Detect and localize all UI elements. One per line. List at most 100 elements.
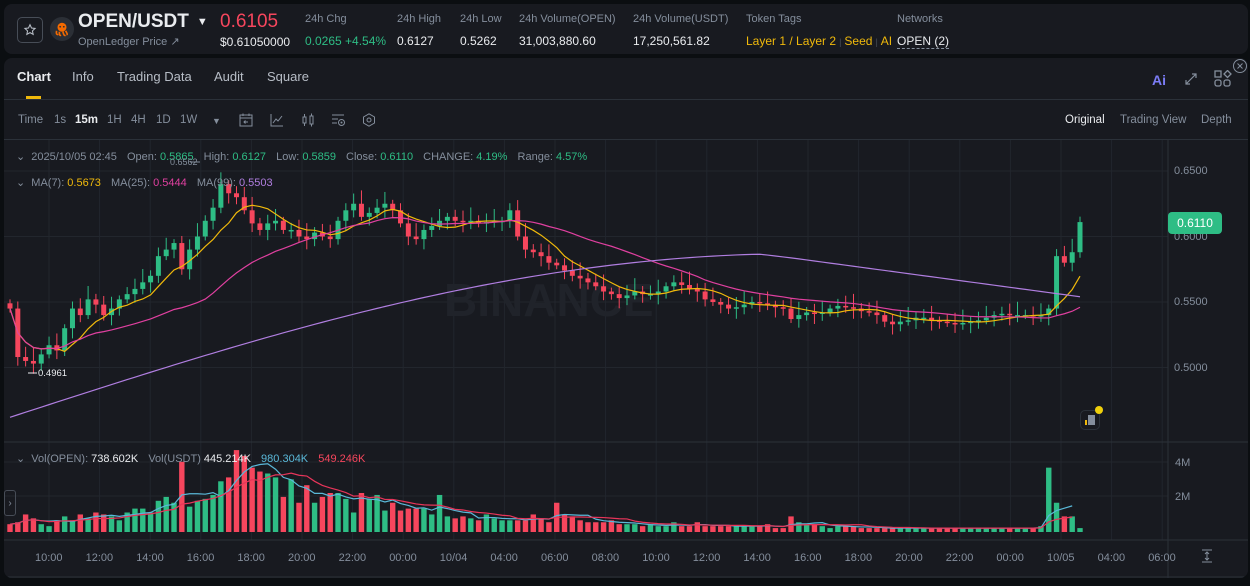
hexagon-gear-icon — [363, 113, 375, 127]
scroll-left-handle[interactable]: › — [4, 490, 16, 516]
chart-type-button[interactable] — [301, 113, 315, 127]
ma7-value: 0.5673 — [67, 177, 101, 189]
token-logo — [50, 17, 74, 41]
ma25-value: 0.5444 — [153, 177, 187, 189]
notification-dot — [1095, 406, 1103, 414]
candlestick-icon — [302, 113, 314, 127]
favorite-star-button[interactable] — [17, 17, 43, 43]
tab-square[interactable]: Square — [267, 69, 309, 84]
date-range-button[interactable] — [239, 113, 253, 127]
svg-text:BINANCE: BINANCE — [444, 274, 654, 326]
pair-selector[interactable]: OPEN/USDT ▼ — [78, 11, 208, 33]
stat-24h-volume-open: 24h Volume(OPEN) 31,003,880.60 — [519, 13, 616, 48]
interval-1s[interactable]: 1s — [54, 114, 67, 126]
time-tick: 10/05 — [1047, 552, 1075, 564]
close-icon — [1233, 59, 1247, 73]
volume-tick: 4M — [1175, 457, 1191, 469]
ma99-value: 0.5503 — [238, 177, 273, 189]
time-tick: 10/04 — [439, 552, 468, 564]
view-original[interactable]: Original — [1065, 114, 1105, 126]
more-intervals-dropdown[interactable]: ▼ — [212, 116, 221, 126]
settings-button[interactable] — [362, 113, 376, 127]
networks-value[interactable]: OPEN (2) — [897, 34, 950, 49]
layout-button[interactable] — [1214, 70, 1232, 88]
collapse-chevron-icon[interactable]: ⌄ — [16, 177, 26, 189]
view-depth[interactable]: Depth — [1201, 114, 1232, 126]
news-button[interactable] — [1080, 410, 1100, 430]
ma-legend: ⌄ MA(7): 0.5673 MA(25): 0.5444 MA(99): 0.55… — [16, 177, 273, 189]
indicators-button[interactable] — [270, 113, 284, 127]
caret-down-icon: ▼ — [196, 16, 208, 28]
time-tick: 16:00 — [794, 552, 822, 564]
chart-panel: Chart Info Trading Data Audit Square Ai … — [4, 58, 1248, 578]
range-value: 4.57% — [556, 151, 588, 163]
price-tick: 0.6000 — [1174, 231, 1208, 243]
time-tick: 10:00 — [35, 552, 63, 564]
tag-layer[interactable]: Layer 1 / Layer 2 — [746, 34, 837, 48]
stat-24h-change: 24h Chg 0.0265 +4.54% — [305, 13, 387, 48]
line-chart-icon — [270, 114, 283, 127]
tab-trading-data[interactable]: Trading Data — [117, 69, 192, 84]
chart-canvas[interactable]: BINANCE — [4, 140, 1248, 578]
view-trading-view[interactable]: Trading View — [1120, 114, 1187, 126]
current-price-tag: 0.6110 — [1168, 212, 1222, 234]
tag-ai[interactable]: AI — [880, 34, 893, 48]
networks: Networks OPEN (2) — [897, 13, 950, 49]
vertical-resize-icon — [1202, 549, 1212, 563]
time-tick: 22:00 — [338, 552, 367, 564]
time-tick: 06:00 — [1148, 552, 1176, 564]
time-tick: 00:00 — [389, 552, 417, 564]
ohlc-legend: ⌄ 2025/10/05 02:45 Open: 0.5865 High: 0.61… — [16, 151, 588, 163]
active-tab-indicator — [26, 96, 41, 99]
calendar-icon — [239, 113, 253, 127]
time-tick: 14:00 — [743, 552, 771, 564]
chart-settings-button[interactable] — [331, 113, 346, 127]
vol-ma1-value: 980.304K — [261, 453, 309, 465]
close-button[interactable] — [1232, 58, 1248, 74]
tab-chart[interactable]: Chart — [17, 69, 51, 84]
candle-datetime: 2025/10/05 02:45 — [31, 151, 117, 163]
volume-tick: 2M — [1175, 491, 1191, 503]
layout-grid-icon — [1214, 70, 1232, 87]
settings-list-icon — [332, 114, 345, 126]
pair-name: OPEN/USDT — [78, 11, 189, 32]
usd-price: $0.61050000 — [220, 35, 291, 49]
time-tick: 00:00 — [996, 552, 1024, 564]
collapse-chevron-icon[interactable]: ⌄ — [16, 453, 26, 465]
time-tick: 20:00 — [288, 552, 316, 564]
tab-info[interactable]: Info — [72, 69, 94, 84]
time-tick: 08:00 — [591, 552, 620, 564]
change-value: 4.19% — [476, 151, 508, 163]
interval-1d[interactable]: 1D — [156, 114, 171, 126]
interval-15m[interactable]: 15m — [75, 114, 99, 126]
stat-24h-high: 24h High 0.6127 — [397, 13, 442, 48]
auto-scale-button[interactable] — [1200, 548, 1214, 564]
time-tick: 04:00 — [1097, 552, 1126, 564]
expand-button[interactable] — [1184, 72, 1198, 86]
high-marker: 0.6562 — [170, 157, 198, 167]
high-value: 0.6127 — [232, 151, 267, 163]
newspaper-icon — [1085, 415, 1095, 425]
vol-usdt-value: 445.214K — [203, 453, 251, 465]
interval-1h[interactable]: 1H — [107, 114, 122, 126]
stat-24h-volume-usdt: 24h Volume(USDT) 17,250,561.82 — [633, 13, 729, 48]
interval-4h[interactable]: 4H — [131, 114, 146, 126]
interval-1w[interactable]: 1W — [180, 114, 198, 126]
time-tick: 04:00 — [490, 552, 518, 564]
token-price-link[interactable]: OpenLedger Price ↗ — [78, 36, 180, 48]
collapse-chevron-icon[interactable]: ⌄ — [16, 151, 26, 163]
chart-toolbar: Time 1s 15m 1H 4H 1D 1W ▼ Original Tradi… — [4, 100, 1248, 140]
last-price: 0.6105 — [220, 11, 279, 32]
tag-seed[interactable]: Seed — [844, 34, 873, 48]
vol-open-value: 738.602K — [91, 453, 139, 465]
star-icon — [23, 23, 37, 36]
time-tick: 18:00 — [844, 552, 873, 564]
vol-ma2-value: 549.246K — [318, 453, 366, 465]
ai-button[interactable]: Ai — [1152, 72, 1166, 88]
time-tick: 22:00 — [945, 552, 974, 564]
tab-audit[interactable]: Audit — [214, 69, 244, 84]
volume-legend: ⌄ Vol(OPEN): 738.602K Vol(USDT) 445.214K 9… — [16, 453, 366, 465]
ticker-header: OPEN/USDT ▼ OpenLedger Price ↗ 0.6105 $0… — [4, 4, 1248, 54]
time-tick: 20:00 — [895, 552, 923, 564]
candlestick-chart[interactable]: BINANCE ⌄ 2025/10/05 02:45 Open: 0.5865 H… — [4, 140, 1248, 578]
